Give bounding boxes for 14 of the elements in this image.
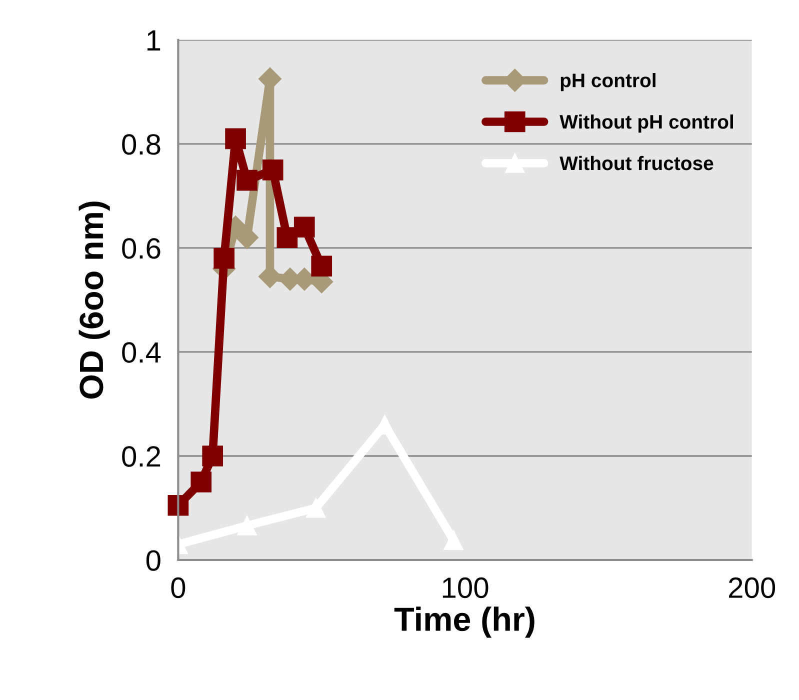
x-axis-title: Time (hr) bbox=[394, 606, 534, 638]
legend-label: pH control bbox=[560, 73, 656, 92]
x-tick-label: 100 bbox=[442, 577, 488, 598]
x-tick-label: 0 bbox=[171, 577, 186, 598]
y-tick-label: 0.4 bbox=[122, 342, 161, 363]
y-tick-label: 0.2 bbox=[122, 446, 160, 467]
legend-label: Without pH control bbox=[560, 114, 733, 133]
legend-label: Without fructose bbox=[560, 156, 714, 170]
y-axis-title: OD (6oo nm) bbox=[78, 202, 110, 399]
y-tick-label: 0.6 bbox=[122, 238, 160, 259]
y-tick-label: 1 bbox=[148, 30, 160, 50]
y-tick-label: 0.8 bbox=[122, 134, 160, 155]
y-tick-label: 0 bbox=[146, 550, 160, 571]
x-tick-label: 200 bbox=[728, 577, 776, 598]
